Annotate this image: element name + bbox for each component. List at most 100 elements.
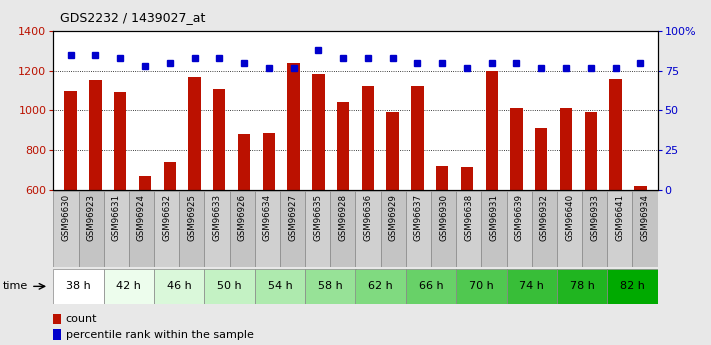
- Bar: [213, 89, 225, 190]
- Bar: [481, 191, 506, 267]
- Bar: [557, 269, 607, 304]
- Text: 54 h: 54 h: [267, 282, 292, 291]
- Bar: [65, 90, 77, 190]
- Bar: [356, 191, 380, 267]
- Bar: [230, 191, 255, 267]
- Bar: [406, 269, 456, 304]
- Bar: [362, 86, 374, 190]
- Bar: [331, 191, 356, 267]
- Bar: [129, 191, 154, 267]
- Bar: [312, 74, 324, 190]
- Text: 46 h: 46 h: [167, 282, 191, 291]
- Text: percentile rank within the sample: percentile rank within the sample: [65, 330, 254, 340]
- Text: GSM96640: GSM96640: [565, 194, 574, 241]
- Bar: [609, 79, 621, 190]
- Bar: [53, 314, 61, 324]
- Bar: [255, 191, 280, 267]
- Text: 62 h: 62 h: [368, 282, 393, 291]
- Text: GSM96639: GSM96639: [515, 194, 524, 241]
- Bar: [78, 191, 104, 267]
- Text: GSM96931: GSM96931: [489, 194, 498, 241]
- Text: GSM96930: GSM96930: [439, 194, 448, 241]
- Text: GSM96638: GSM96638: [464, 194, 474, 241]
- Bar: [356, 269, 406, 304]
- Bar: [461, 167, 473, 190]
- Bar: [262, 133, 275, 190]
- Text: GSM96634: GSM96634: [263, 194, 272, 241]
- Text: GDS2232 / 1439027_at: GDS2232 / 1439027_at: [60, 11, 205, 24]
- Text: GSM96637: GSM96637: [414, 194, 423, 241]
- Bar: [337, 102, 349, 190]
- Bar: [305, 269, 356, 304]
- Bar: [634, 186, 646, 190]
- Bar: [431, 191, 456, 267]
- Text: GSM96929: GSM96929: [389, 194, 397, 240]
- Bar: [456, 269, 506, 304]
- Bar: [53, 191, 78, 267]
- Bar: [387, 112, 399, 190]
- Bar: [633, 191, 658, 267]
- Text: GSM96631: GSM96631: [112, 194, 121, 241]
- Bar: [114, 91, 127, 190]
- Bar: [411, 86, 424, 190]
- Text: GSM96928: GSM96928: [338, 194, 348, 241]
- Bar: [104, 269, 154, 304]
- Bar: [406, 191, 431, 267]
- Text: GSM96923: GSM96923: [87, 194, 95, 241]
- Text: GSM96630: GSM96630: [61, 194, 70, 241]
- Text: GSM96632: GSM96632: [162, 194, 171, 241]
- Text: 50 h: 50 h: [218, 282, 242, 291]
- Bar: [255, 269, 305, 304]
- Bar: [90, 80, 102, 190]
- Text: 66 h: 66 h: [419, 282, 444, 291]
- Text: 38 h: 38 h: [66, 282, 91, 291]
- Bar: [584, 112, 597, 190]
- Bar: [510, 108, 523, 190]
- Bar: [280, 191, 305, 267]
- Text: time: time: [3, 282, 28, 291]
- Bar: [154, 191, 179, 267]
- Text: GSM96633: GSM96633: [213, 194, 222, 241]
- Bar: [287, 63, 300, 190]
- Bar: [506, 269, 557, 304]
- Text: 70 h: 70 h: [469, 282, 493, 291]
- Bar: [154, 269, 205, 304]
- Text: 74 h: 74 h: [519, 282, 544, 291]
- Text: count: count: [65, 314, 97, 324]
- Bar: [506, 191, 532, 267]
- Bar: [53, 269, 104, 304]
- Bar: [305, 191, 331, 267]
- Text: 82 h: 82 h: [620, 282, 645, 291]
- Text: GSM96926: GSM96926: [237, 194, 247, 241]
- Bar: [238, 134, 250, 190]
- Text: GSM96934: GSM96934: [641, 194, 650, 241]
- Bar: [456, 191, 481, 267]
- Text: GSM96932: GSM96932: [540, 194, 549, 241]
- Bar: [436, 166, 449, 190]
- Bar: [557, 191, 582, 267]
- Text: 58 h: 58 h: [318, 282, 343, 291]
- Bar: [380, 191, 406, 267]
- Text: 78 h: 78 h: [570, 282, 594, 291]
- Text: GSM96635: GSM96635: [314, 194, 322, 241]
- Bar: [53, 329, 61, 340]
- Bar: [607, 269, 658, 304]
- Bar: [560, 108, 572, 190]
- Bar: [164, 162, 176, 190]
- Text: GSM96927: GSM96927: [288, 194, 297, 241]
- Text: GSM96925: GSM96925: [187, 194, 196, 241]
- Bar: [486, 71, 498, 190]
- Text: GSM96933: GSM96933: [590, 194, 599, 241]
- Bar: [535, 128, 547, 190]
- Text: GSM96924: GSM96924: [137, 194, 146, 241]
- Text: 42 h: 42 h: [117, 282, 141, 291]
- Bar: [532, 191, 557, 267]
- Bar: [188, 77, 201, 190]
- Text: GSM96636: GSM96636: [363, 194, 373, 241]
- Text: GSM96641: GSM96641: [616, 194, 624, 241]
- Bar: [582, 191, 607, 267]
- Bar: [104, 191, 129, 267]
- Bar: [179, 191, 205, 267]
- Bar: [205, 191, 230, 267]
- Bar: [205, 269, 255, 304]
